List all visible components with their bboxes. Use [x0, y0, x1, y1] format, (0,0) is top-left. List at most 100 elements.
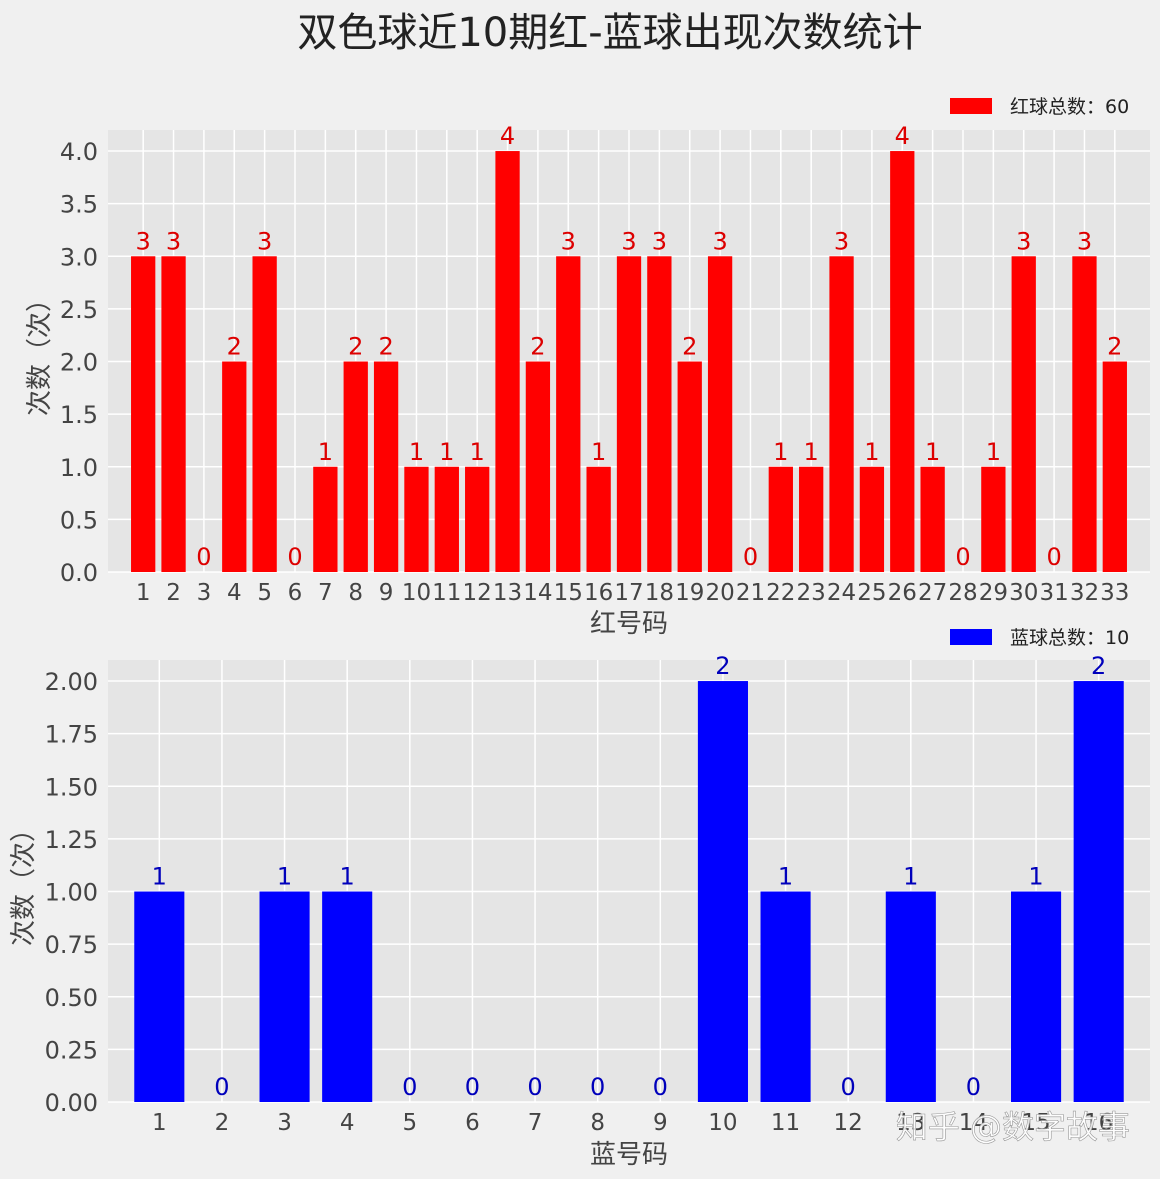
red-x-tick-label: 27	[918, 580, 947, 606]
red-y-axis-label: 次数（次）	[25, 286, 55, 416]
blue-bar	[760, 891, 811, 1102]
blue-y-tick-label: 1.75	[45, 721, 98, 749]
blue-data-label: 0	[527, 1073, 542, 1101]
blue-x-tick-label: 12	[834, 1110, 863, 1136]
red-x-tick-label: 18	[645, 580, 674, 606]
blue-data-label: 2	[715, 652, 730, 680]
blue-data-label: 1	[1028, 863, 1043, 891]
blue-data-label: 1	[778, 863, 793, 891]
red-data-label: 1	[925, 438, 940, 466]
red-x-tick-label: 28	[948, 580, 977, 606]
red-bar	[495, 151, 520, 573]
red-bar	[1072, 256, 1097, 572]
blue-x-tick-label: 8	[590, 1110, 605, 1136]
blue-x-tick-label: 10	[708, 1110, 737, 1136]
red-bar	[981, 466, 1006, 572]
red-data-label: 2	[348, 333, 363, 361]
blue-bar	[697, 681, 748, 1102]
red-data-label: 1	[470, 438, 485, 466]
red-bar	[829, 256, 854, 572]
red-bar	[768, 466, 793, 572]
red-data-label: 2	[530, 333, 545, 361]
red-bar	[920, 466, 945, 572]
red-x-tick-label: 14	[523, 580, 552, 606]
red-bar	[707, 256, 733, 572]
red-bar	[404, 466, 429, 572]
red-data-label: 3	[1016, 227, 1031, 255]
red-data-label: 0	[1046, 543, 1061, 571]
red-bar	[313, 466, 338, 572]
red-data-label: 1	[804, 438, 819, 466]
red-x-tick-label: 20	[705, 580, 734, 606]
red-x-tick-label: 1	[136, 580, 151, 606]
red-bar	[647, 256, 672, 572]
red-data-label: 1	[409, 438, 424, 466]
red-data-label: 3	[621, 227, 636, 255]
red-data-label: 3	[652, 227, 667, 255]
blue-data-label: 2	[1091, 652, 1106, 680]
red-x-tick-label: 5	[257, 580, 272, 606]
red-data-label: 0	[955, 543, 970, 571]
red-x-tick-label: 8	[348, 580, 363, 606]
blue-data-label: 1	[903, 863, 918, 891]
red-data-label: 1	[986, 438, 1001, 466]
blue-x-tick-label: 1	[152, 1110, 167, 1136]
red-x-tick-label: 30	[1009, 580, 1038, 606]
red-x-tick-label: 31	[1039, 580, 1068, 606]
blue-bar	[885, 891, 936, 1102]
red-bar	[161, 256, 186, 572]
blue-bar	[1073, 681, 1124, 1102]
blue-x-tick-label: 14	[959, 1110, 988, 1136]
red-x-tick-label: 16	[584, 580, 613, 606]
blue-x-tick-label: 11	[771, 1110, 800, 1136]
red-data-label: 1	[318, 438, 333, 466]
blue-x-tick-label: 5	[402, 1110, 417, 1136]
blue-data-label: 1	[340, 863, 355, 891]
red-x-tick-label: 19	[675, 580, 704, 606]
red-bar	[890, 151, 915, 573]
red-data-label: 1	[864, 438, 879, 466]
red-bar	[556, 256, 581, 572]
blue-data-label: 0	[653, 1073, 668, 1101]
red-data-label: 0	[743, 543, 758, 571]
red-bar	[434, 466, 459, 572]
red-x-tick-label: 17	[614, 580, 643, 606]
red-bar	[131, 256, 156, 572]
blue-x-tick-label: 13	[896, 1110, 925, 1136]
blue-data-label: 1	[277, 863, 292, 891]
red-bar	[586, 466, 611, 572]
red-x-tick-label: 13	[493, 580, 522, 606]
figure-title: 双色球近10期红-蓝球出现次数统计	[297, 10, 922, 56]
red-x-tick-label: 6	[288, 580, 303, 606]
blue-x-tick-label: 4	[340, 1110, 355, 1136]
blue-bar	[1011, 891, 1062, 1102]
red-data-label: 1	[439, 438, 454, 466]
red-data-label: 3	[257, 227, 272, 255]
red-bar	[252, 256, 277, 572]
red-bar	[859, 466, 885, 572]
blue-y-tick-label: 1.50	[45, 773, 98, 801]
red-data-label: 4	[895, 122, 910, 150]
blue-bar	[134, 891, 185, 1102]
red-x-tick-label: 4	[227, 580, 242, 606]
blue-y-tick-label: 0.25	[45, 1036, 98, 1064]
red-data-label: 1	[773, 438, 788, 466]
red-legend-label: 红球总数：60	[1010, 96, 1129, 118]
red-y-tick-label: 0.5	[60, 506, 98, 534]
red-y-tick-label: 3.0	[60, 243, 98, 271]
red-bar	[1011, 256, 1036, 572]
red-data-label: 3	[561, 227, 576, 255]
blue-y-tick-label: 2.00	[45, 668, 98, 696]
blue-x-tick-label: 2	[215, 1110, 230, 1136]
red-x-tick-label: 22	[766, 580, 795, 606]
red-x-tick-label: 2	[166, 580, 181, 606]
red-y-tick-label: 1.5	[60, 401, 98, 429]
red-data-label: 3	[712, 227, 727, 255]
red-bar	[525, 361, 551, 572]
red-x-tick-label: 12	[463, 580, 492, 606]
red-y-tick-label: 4.0	[60, 138, 98, 166]
red-x-tick-label: 10	[402, 580, 431, 606]
blue-legend-label: 蓝球总数：10	[1010, 627, 1129, 649]
red-x-tick-label: 9	[379, 580, 394, 606]
